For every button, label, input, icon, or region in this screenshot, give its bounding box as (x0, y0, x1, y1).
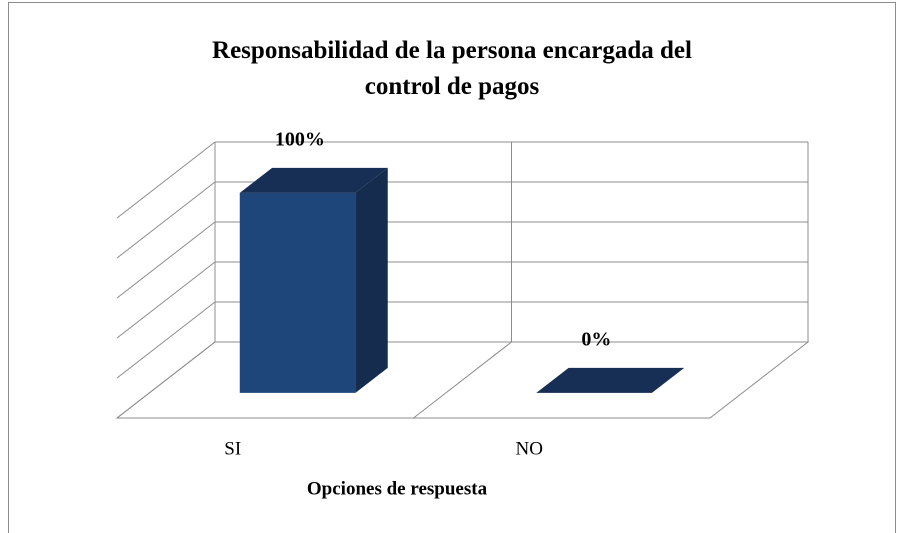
data-label: 0% (581, 328, 611, 350)
grid-line (116, 221, 216, 299)
bar-top (239, 167, 388, 193)
grid-line (116, 181, 216, 259)
bar-front (239, 192, 356, 393)
grid-line (116, 341, 216, 419)
floor-divider (413, 341, 512, 419)
frame (8, 2, 896, 533)
grid-line (116, 261, 216, 339)
x-tick-label: NO (516, 438, 543, 459)
bar-side (355, 167, 388, 393)
x-axis-title: Opciones de respuesta (307, 478, 488, 499)
bar (536, 367, 685, 393)
bar (239, 167, 388, 393)
data-label: 100% (275, 128, 325, 150)
grid-line (116, 301, 216, 379)
bar-top (536, 367, 685, 393)
chart-title: Responsabilidad de la persona encargada … (212, 37, 692, 100)
x-tick-label: SI (224, 438, 241, 459)
grid-line (116, 141, 216, 219)
